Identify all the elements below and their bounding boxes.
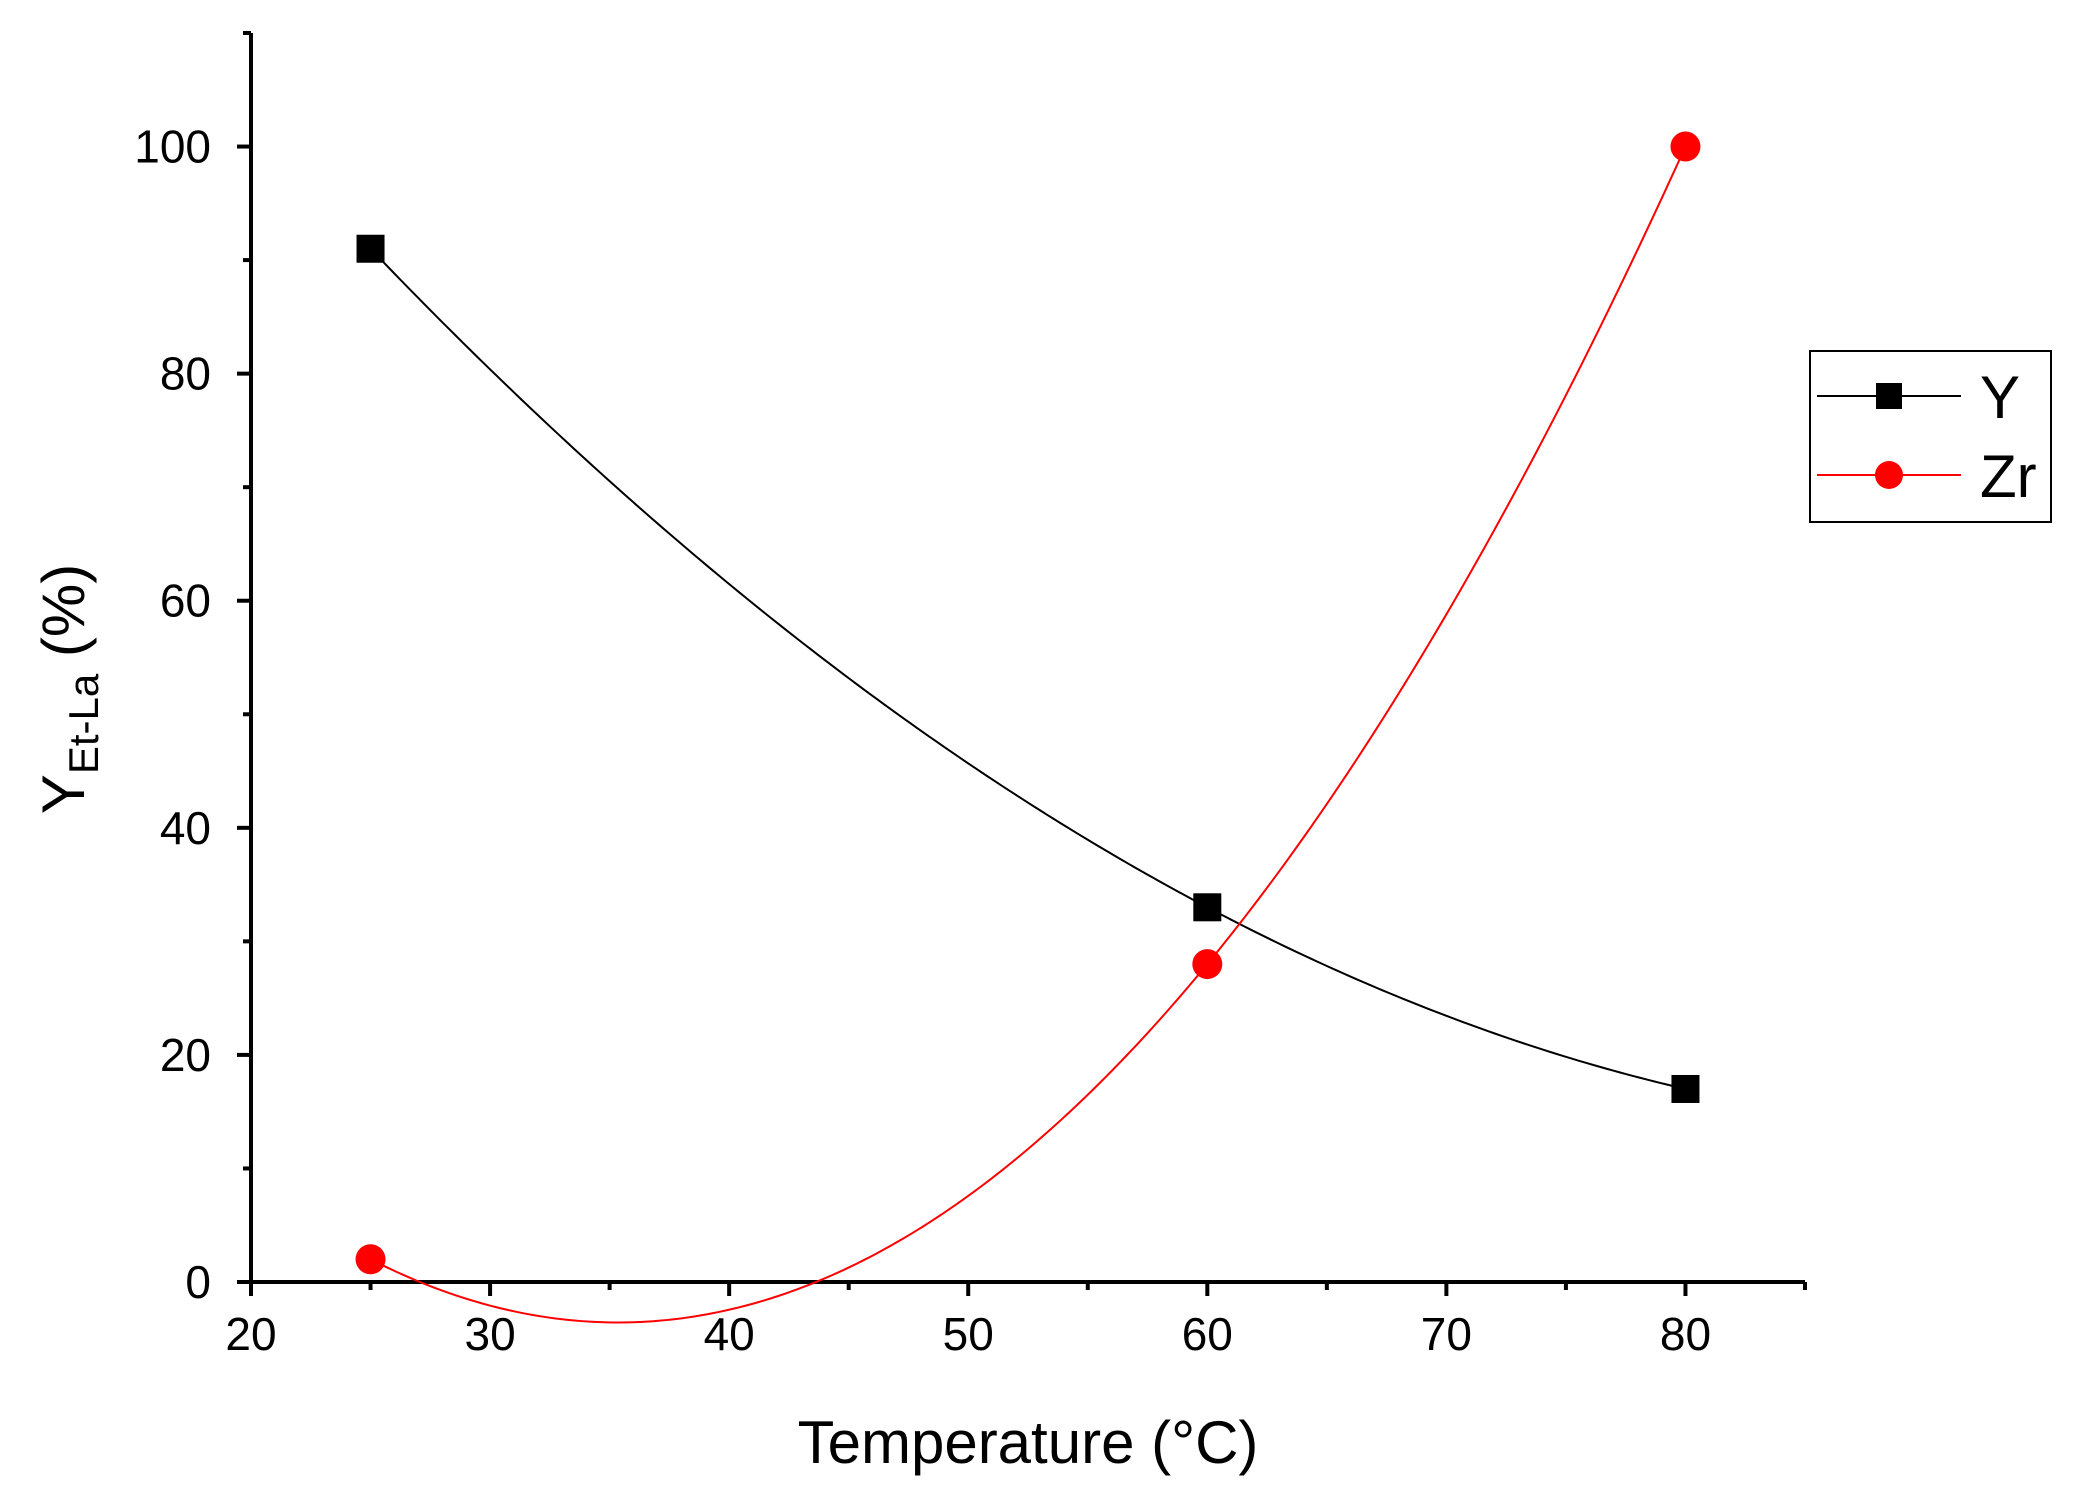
series-markers bbox=[355, 131, 1701, 1275]
x-tick-label: 20 bbox=[225, 1308, 276, 1360]
series-curves bbox=[369, 146, 1687, 1324]
x-tick-label: 60 bbox=[1182, 1308, 1233, 1360]
data-point-y bbox=[356, 234, 385, 263]
x-tick-label: 40 bbox=[704, 1308, 755, 1360]
data-point-zr bbox=[1192, 949, 1223, 980]
series-line-y bbox=[369, 248, 1686, 1090]
y-tick-label: 20 bbox=[160, 1029, 211, 1081]
series-line-zr bbox=[370, 146, 1687, 1324]
x-tick-label: 80 bbox=[1660, 1308, 1711, 1360]
legend-label-zr: Zr bbox=[1980, 443, 2037, 510]
legend-marker-zr bbox=[1875, 461, 1903, 489]
y-tick-label: 0 bbox=[185, 1256, 211, 1308]
x-tick-label: 70 bbox=[1421, 1308, 1472, 1360]
y-axis-title-suffix: (%) bbox=[30, 564, 97, 674]
axes: 20 30 40 50 60 70 80 0 20 40 60 80 100 bbox=[134, 31, 1807, 1360]
legend-marker-y bbox=[1876, 383, 1902, 409]
legend-label-y: Y bbox=[1980, 364, 2020, 431]
data-point-y bbox=[1193, 893, 1222, 922]
x-tick-label: 50 bbox=[943, 1308, 994, 1360]
x-axis-title: Temperature (°C) bbox=[798, 1409, 1259, 1476]
y-tick-label: 60 bbox=[160, 575, 211, 627]
y-tick-label: 40 bbox=[160, 802, 211, 854]
legend-box bbox=[1809, 350, 2052, 523]
y-axis-title: YEt-La (%) bbox=[30, 564, 107, 814]
data-point-zr bbox=[1670, 131, 1701, 162]
data-point-y bbox=[1671, 1074, 1700, 1103]
y-axis-title-main: Y bbox=[30, 774, 97, 814]
y-tick-label: 80 bbox=[160, 348, 211, 400]
y-axis-title-subscript: Et-La bbox=[60, 673, 107, 774]
data-point-zr bbox=[355, 1244, 386, 1275]
y-tick-label: 100 bbox=[134, 121, 211, 173]
x-tick-label: 30 bbox=[464, 1308, 515, 1360]
legend: Y Zr bbox=[1809, 350, 2052, 523]
